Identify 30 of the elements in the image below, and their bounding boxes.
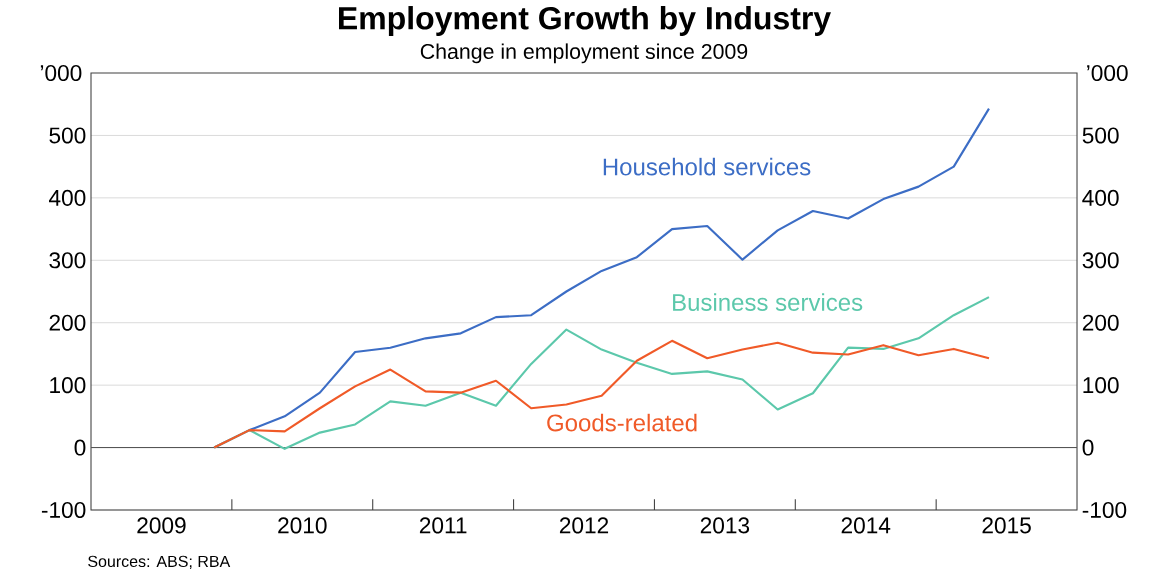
y2-tick-label: 100 [1083,377,1119,394]
chart-title: Employment Growth by Industry [339,6,831,36]
line-series [213,339,991,449]
x-tick-label: 2009 [137,517,186,534]
x-tick-label: 2011 [419,517,467,534]
y-tick-label: 500 [49,127,86,144]
y-tick-label: -100 [41,501,86,519]
x-tick-label: 2014 [841,517,891,534]
y2-tick-label: -100 [1082,501,1127,519]
chart-subtitle: Change in employment since 2009 [420,43,748,64]
y2-tick-label: 300 [1082,252,1119,269]
y2-tick-label: 200 [1082,314,1119,331]
x-tick-label: 2013 [700,517,750,534]
y-tick-label: 300 [49,252,86,269]
y-tick-label: 100 [50,377,86,394]
series-label: Household services [603,157,811,176]
y2-axis-title: ’000 [1087,64,1128,82]
y-tick-label: 200 [49,314,86,331]
y2-tick-label: 400 [1082,189,1119,206]
y-tick-label: 0 [74,439,86,456]
y-tick-label: 400 [49,189,86,206]
y-axis-title: ’000 [40,64,82,82]
source-note: Sources: ABS; RBA [88,555,231,569]
x-tick-label: 2015 [982,517,1031,534]
x-tick-label: 2012 [559,517,609,534]
series-label: Goods-related [547,413,697,432]
y2-tick-label: 500 [1082,127,1119,144]
x-tick-label: 2010 [278,517,327,534]
series-label: Business services [673,293,863,311]
y2-tick-label: 0 [1082,439,1094,456]
